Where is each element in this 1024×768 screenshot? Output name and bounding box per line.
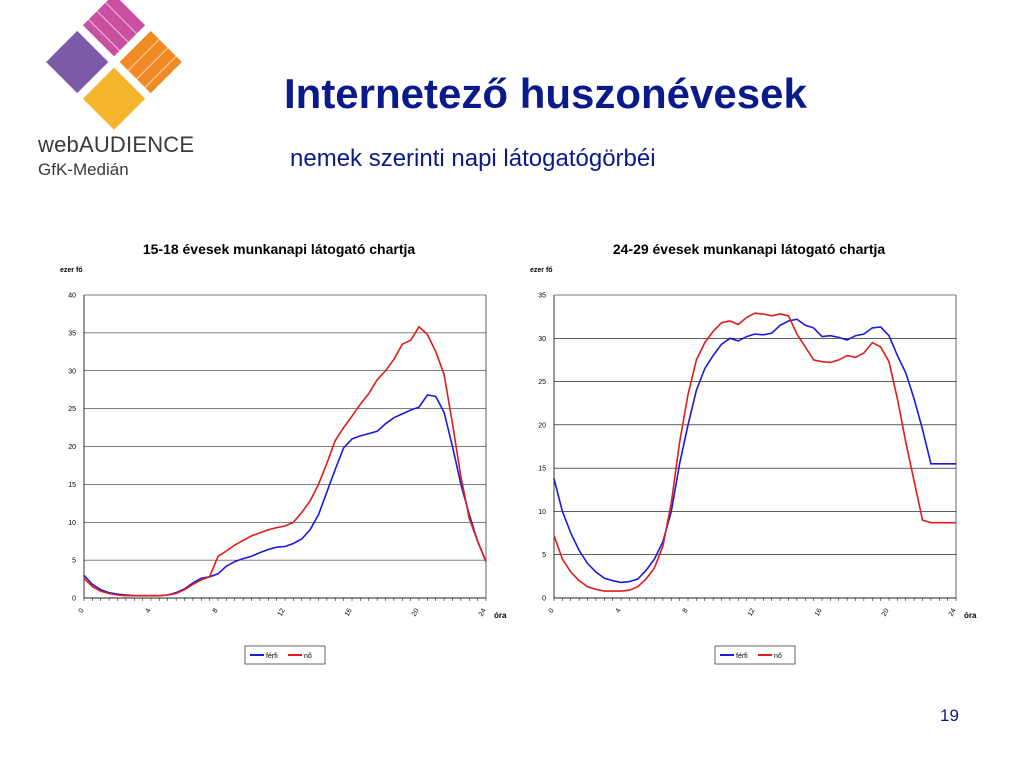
x-tick-label: 8: [682, 607, 690, 614]
page-subtitle: nemek szerinti napi látogatógörbéi: [290, 145, 656, 172]
x-tick-label: 12: [277, 607, 287, 617]
x-tick-label: 4: [615, 607, 623, 614]
x-axis-label: óra: [964, 611, 977, 620]
webaudience-logo: webAUDIENCE GfK-Medián: [28, 0, 200, 190]
series-line-ferfi: [553, 318, 956, 584]
legend-entry: férfi: [736, 653, 748, 660]
legend-box: [714, 645, 796, 665]
y-tick-label: 40: [68, 293, 76, 300]
x-tick-label: 12: [747, 607, 757, 617]
x-tick-label: 24: [478, 607, 488, 617]
x-tick-label: 0: [548, 607, 556, 614]
y-tick-label: 15: [68, 482, 76, 489]
x-tick-label: 20: [411, 607, 421, 617]
y-axis-label: ezer fő: [60, 267, 83, 274]
y-tick-label: 30: [68, 368, 76, 375]
chart-title: 15-18 évesek munkanapi látogató chartja: [143, 241, 416, 257]
x-tick-label: 24: [948, 607, 958, 617]
y-tick-label: 20: [68, 444, 76, 451]
y-tick-label: 10: [68, 520, 76, 527]
legend-box: [244, 645, 326, 665]
series-line-no: [83, 325, 487, 597]
x-tick-label: 16: [344, 607, 354, 617]
legend-entry: nő: [774, 653, 782, 660]
x-tick-label: 20: [881, 607, 891, 617]
y-tick-label: 20: [538, 422, 546, 429]
chart-title: 24-29 évesek munkanapi látogató chartja: [613, 241, 886, 257]
y-tick-label: 0: [72, 596, 76, 603]
legend-entry: nő: [304, 653, 312, 660]
series-line-ferfi: [83, 394, 487, 597]
y-tick-label: 30: [538, 336, 546, 343]
x-axis-label: óra: [494, 611, 507, 620]
logo-square-orange: [119, 30, 182, 94]
page-title: Internetező huszonévesek: [284, 70, 807, 117]
y-tick-label: 35: [538, 293, 546, 300]
y-tick-label: 5: [542, 552, 546, 559]
y-tick-label: 15: [538, 466, 546, 473]
y-tick-label: 0: [542, 596, 546, 603]
x-tick-label: 4: [145, 607, 153, 614]
y-tick-label: 10: [538, 509, 546, 516]
x-tick-label: 16: [814, 607, 824, 617]
x-tick-label: 8: [212, 607, 220, 614]
y-axis-label: ezer fő: [530, 267, 553, 274]
logo-icon: [46, 0, 182, 130]
logo-text-gfk: GfK-Medián: [38, 160, 129, 179]
x-tick-label: 0: [78, 607, 86, 614]
page-number: 19: [940, 706, 959, 725]
logo-text-webaudience: webAUDIENCE: [38, 132, 195, 157]
chart-15-18: 15-18 évesek munkanapi látogató chartja e…: [60, 241, 507, 665]
y-tick-label: 25: [68, 406, 76, 413]
chart-24-29: 24-29 évesek munkanapi látogató chartja e…: [530, 241, 977, 665]
y-tick-label: 5: [72, 558, 76, 565]
y-tick-label: 35: [68, 330, 76, 337]
y-tick-label: 25: [538, 379, 546, 386]
legend-entry: férfi: [266, 653, 278, 660]
series-line-no: [553, 312, 956, 592]
